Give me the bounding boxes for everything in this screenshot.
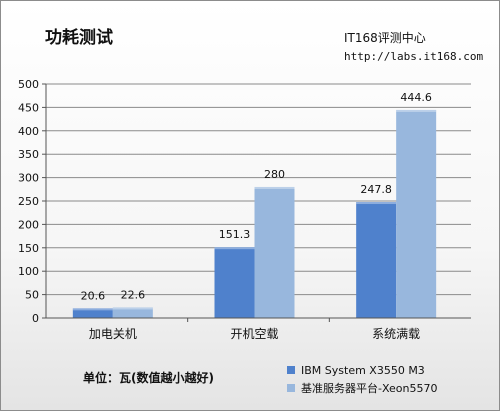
y-tick-label: 0 (32, 312, 39, 325)
source-name: IT168评测中心 (344, 31, 426, 45)
x-tick-label: 加电关机 (89, 327, 137, 341)
y-tick-label: 100 (18, 265, 39, 278)
bar-highlight (214, 247, 255, 250)
legend-item-series-1: 基准服务器平台-Xeon5570 (287, 379, 437, 397)
bar (356, 202, 397, 318)
bar-highlight (356, 202, 397, 205)
y-tick-label: 350 (18, 148, 39, 161)
unit-note: 单位：瓦(数值越小越好) (83, 371, 214, 385)
x-tick-label: 开机空载 (230, 327, 278, 341)
source-url: http://labs.it168.com (344, 50, 484, 63)
legend-label: 基准服务器平台-Xeon5570 (301, 382, 438, 395)
bar-highlight (396, 109, 437, 112)
bar (396, 109, 437, 318)
y-tick-label: 150 (18, 242, 39, 255)
bar (72, 308, 113, 318)
legend: IBM System X3550 M3 基准服务器平台-Xeon5570 (287, 361, 437, 397)
bar-highlight (112, 307, 153, 310)
legend-swatch (287, 366, 295, 374)
bar (112, 307, 153, 318)
bar (214, 247, 255, 318)
data-label: 444.6 (400, 91, 432, 104)
legend-item-series-0: IBM System X3550 M3 (287, 361, 437, 379)
y-tick-label: 50 (25, 289, 39, 302)
bar (254, 186, 295, 318)
y-tick-label: 450 (18, 101, 39, 114)
data-label: 20.6 (81, 289, 106, 302)
labels: 0 50 100 150 200 250 300 350 400 450 500 20.6 22.6 加电… (18, 78, 432, 341)
x-tick-label: 系统满载 (372, 327, 420, 341)
y-tick-label: 250 (18, 195, 39, 208)
bar-highlight (72, 308, 113, 311)
bars (72, 109, 437, 318)
y-tick-label: 400 (18, 125, 39, 138)
y-tick-label: 300 (18, 172, 39, 185)
data-label: 280 (264, 168, 285, 181)
data-label: 247.8 (360, 183, 392, 196)
y-tick-label: 500 (18, 78, 39, 91)
chart-title: 功耗测试 (45, 28, 113, 48)
legend-swatch (287, 384, 295, 392)
data-label: 22.6 (121, 288, 146, 301)
bar-highlight (254, 186, 295, 189)
y-tick-label: 200 (18, 218, 39, 231)
axes (42, 83, 471, 322)
data-label: 151.3 (219, 228, 251, 241)
legend-label: IBM System X3550 M3 (301, 363, 425, 377)
